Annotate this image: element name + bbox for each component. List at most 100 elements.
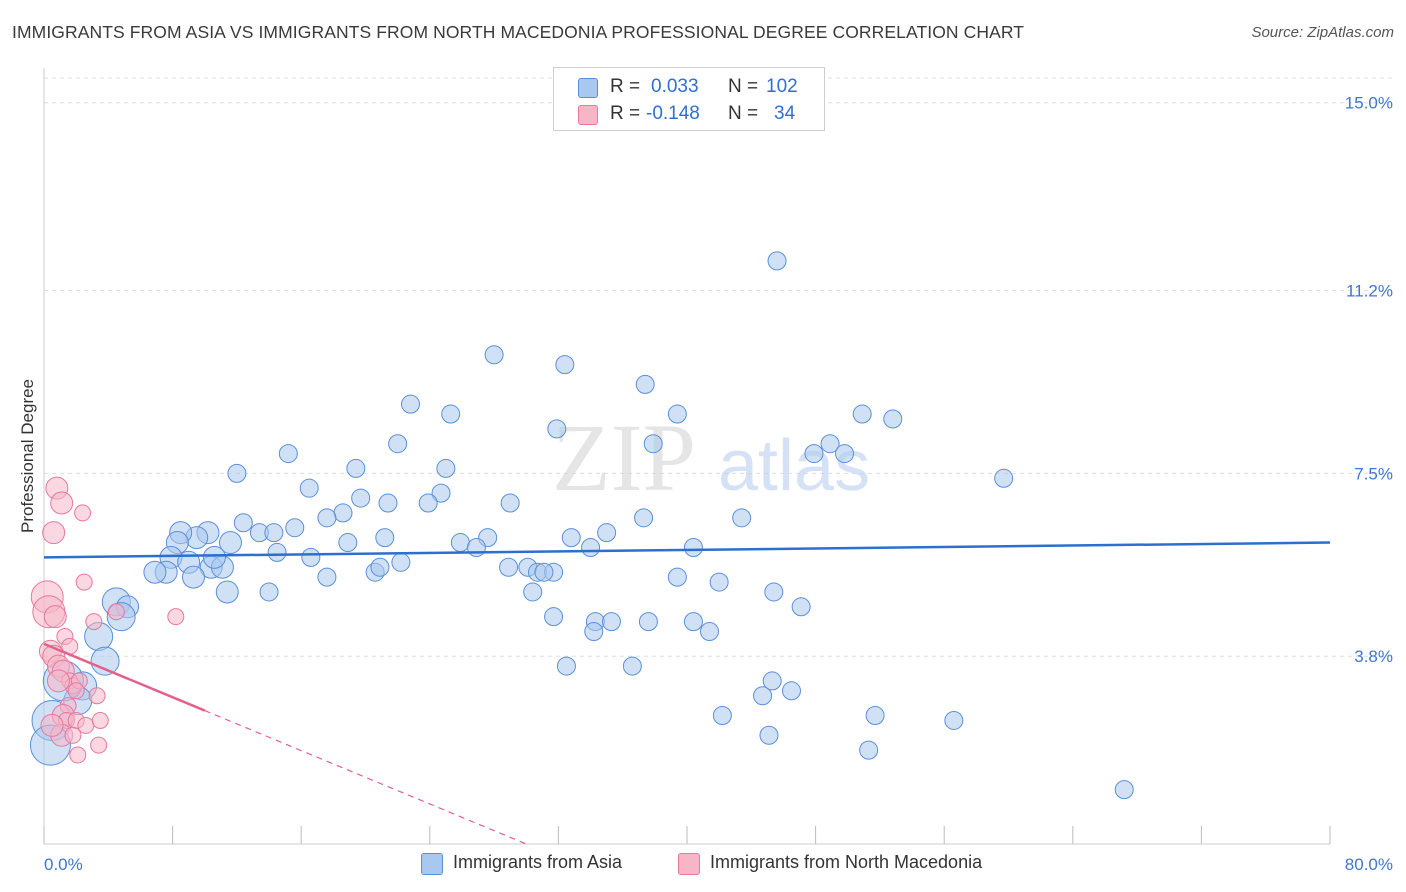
asia-n-label: N = (728, 76, 759, 97)
asia-point (418, 493, 438, 513)
x-tick-label-max: 80.0% (1345, 855, 1393, 874)
asia-point (375, 528, 395, 548)
asia-point (643, 434, 663, 454)
asia-point (634, 508, 654, 528)
macedonia-point (50, 491, 74, 515)
asia-point (351, 488, 371, 508)
asia-point (791, 597, 811, 617)
asia-point (883, 409, 903, 429)
asia-point (820, 434, 840, 454)
asia-point (732, 508, 752, 528)
macedonia-trend-line (43, 642, 206, 712)
macedonia-point (107, 603, 125, 621)
macedonia-point (91, 711, 109, 729)
asia-point (466, 537, 486, 557)
legend-asia-swatch (421, 853, 443, 875)
asia-point (944, 710, 964, 730)
asia-point (712, 706, 732, 726)
asia-point (700, 621, 720, 641)
asia-point (683, 537, 703, 557)
asia-point (317, 567, 337, 587)
asia-point (431, 483, 451, 503)
macedonia-point (69, 746, 87, 764)
macedonia-point (74, 504, 92, 522)
asia-point (865, 706, 885, 726)
asia-point (635, 374, 655, 394)
macedonia-point (42, 521, 66, 545)
asia-point (301, 547, 321, 567)
asia-point (450, 533, 470, 553)
chart-title: IMMIGRANTS FROM ASIA VS IMMIGRANTS FROM … (12, 22, 1025, 42)
asia-point (622, 656, 642, 676)
asia-point (500, 493, 520, 513)
macedonia-swatch (578, 105, 598, 125)
macedonia-point (40, 713, 64, 737)
asia-point (259, 582, 279, 602)
asia-point (317, 508, 337, 528)
asia-point (597, 523, 617, 543)
x-tick-label-min: 0.0% (44, 855, 83, 874)
asia-point (762, 671, 782, 691)
asia-point (804, 444, 824, 464)
asia-point (534, 562, 554, 582)
stats-legend: R = 0.033 N = 102 R = -0.148 N = 34 (553, 67, 825, 131)
asia-point (499, 557, 519, 577)
asia-point (338, 533, 358, 553)
macedonia-r-value: -0.148 (646, 103, 700, 124)
asia-point (436, 458, 456, 478)
asia-point (370, 557, 390, 577)
asia-point (555, 355, 575, 375)
asia-point (267, 542, 287, 562)
asia-point (202, 545, 226, 569)
asia-point (544, 607, 564, 627)
asia-point (709, 572, 729, 592)
asia-r-label: R = (610, 76, 641, 97)
legend-macedonia-label: Immigrants from North Macedonia (710, 852, 983, 872)
y-axis-label: Professional Degree (18, 378, 37, 534)
macedonia-point (46, 669, 70, 693)
grid-layer (44, 77, 1392, 657)
asia-point (753, 686, 773, 706)
asia-point (233, 513, 253, 533)
asia-point (215, 580, 239, 604)
macedonia-point (75, 573, 93, 591)
y-tick-label: 15.0% (1345, 94, 1393, 113)
asia-point (601, 612, 621, 632)
asia-point (218, 531, 242, 555)
asia-point (227, 463, 247, 483)
tick-label-layer: 3.8% 7.5% 11.2% 15.0% 0.0% 80.0% (44, 94, 1393, 874)
asia-point (667, 567, 687, 587)
asia-point (994, 468, 1014, 488)
asia-point (346, 458, 366, 478)
asia-point (264, 523, 284, 543)
asia-point (333, 503, 353, 523)
macedonia-n-value: 34 (774, 103, 796, 124)
asia-point (859, 740, 879, 760)
asia-point (759, 725, 779, 745)
asia-point (285, 518, 305, 538)
macedonia-point (64, 726, 82, 744)
watermark-atlas: atlas (718, 426, 870, 506)
asia-point (181, 565, 205, 589)
asia-point (391, 552, 411, 572)
asia-point (1114, 780, 1134, 800)
asia-point (523, 582, 543, 602)
asia-point (143, 560, 167, 584)
y-tick-label: 3.8% (1354, 647, 1393, 666)
asia-point (547, 419, 567, 439)
macedonia-point (90, 736, 108, 754)
y-tick-label: 7.5% (1354, 464, 1393, 483)
asia-point (556, 656, 576, 676)
y-tick-label: 11.2% (1346, 282, 1393, 301)
watermark: ZIP atlas (552, 404, 870, 511)
asia-point (401, 394, 421, 414)
asia-point (388, 434, 408, 454)
trend-layer (43, 541, 1331, 845)
asia-points (29, 251, 1134, 800)
legend-asia-label: Immigrants from Asia (453, 852, 623, 872)
legend-macedonia-swatch (678, 853, 700, 875)
asia-point (683, 612, 703, 632)
macedonia-point (167, 608, 185, 626)
asia-point (835, 444, 855, 464)
